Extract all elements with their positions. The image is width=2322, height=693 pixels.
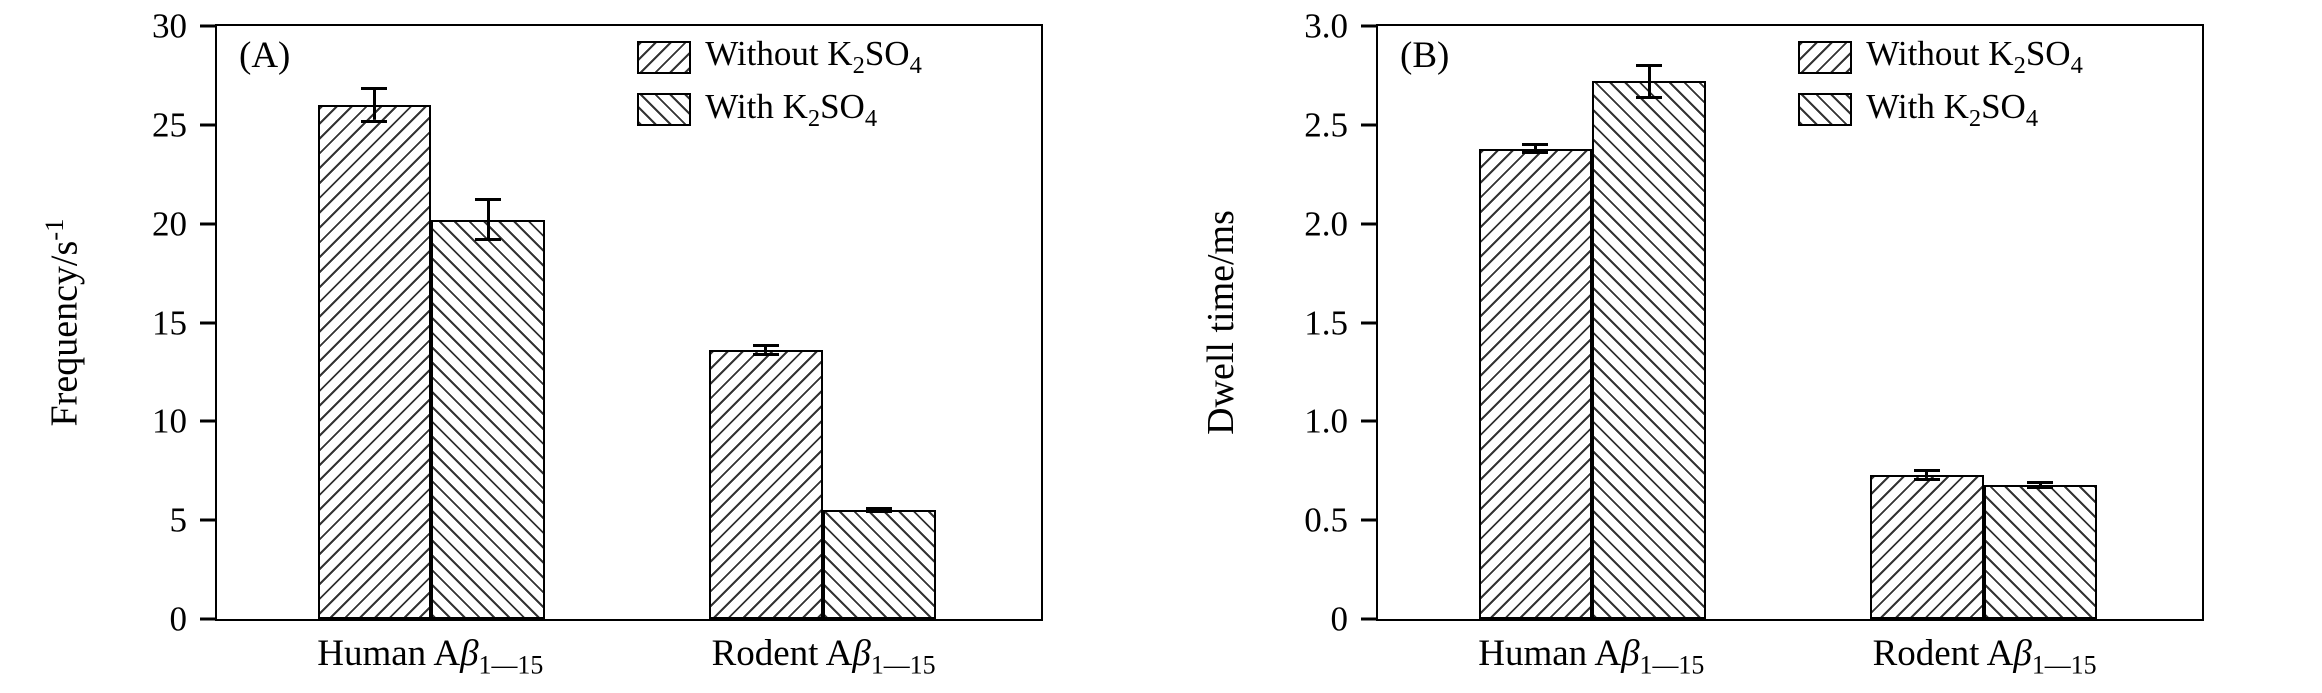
y-tick: [1361, 24, 1376, 28]
legend-item: Without K2SO4: [1798, 36, 2083, 79]
y-tick: [1361, 419, 1376, 423]
bar: [1478, 148, 1593, 619]
legend-item: With K2SO4: [637, 89, 922, 132]
y-tick-label: 0.5: [1304, 500, 1348, 540]
legend-label: With K2SO4: [705, 86, 878, 132]
bar: [317, 105, 432, 619]
legend: Without K2SO4 With K2SO4: [1798, 36, 2083, 131]
y-tick-label: 25: [152, 105, 187, 145]
y-tick-label: 5: [169, 500, 188, 540]
plot-area: (B) 0 0.5 1.0 1.5 2.0 2.5 3.0 Without K2SO4 With …: [1304, 9, 2204, 637]
legend-item: With K2SO4: [1798, 89, 2083, 132]
bar: [1592, 81, 1706, 619]
legend-swatch-forward-hatch-icon: [1798, 40, 1853, 74]
y-tick: [200, 222, 215, 226]
bar: [1983, 484, 2098, 619]
legend-swatch-forward-hatch-icon: [637, 40, 692, 74]
plot-area: (A) 0 5 10 15 20 25 30 Without K2SO4 With K2SO4: [152, 9, 1043, 637]
error-bar: [1913, 468, 1940, 481]
legend-label: With K2SO4: [1866, 86, 2039, 132]
chart-panel: Frequency/s-1 (A) 0 5 10 15 20 25 30 Without K2SO…: [39, 9, 1043, 693]
legend-item: Without K2SO4: [637, 36, 922, 79]
legend-label: Without K2SO4: [1866, 34, 2083, 79]
y-tick-label: 3.0: [1304, 6, 1348, 46]
bar: [1869, 474, 1984, 619]
error-bar: [475, 197, 502, 242]
bar: [431, 219, 545, 619]
legend: Without K2SO4 With K2SO4: [637, 36, 922, 131]
y-tick: [200, 123, 215, 127]
chart-panel: Dwell time/ms (B) 0 0.5 1.0 1.5 2.0 2.5 3.0 Witho…: [1161, 0, 2322, 693]
x-category-label: Human Aβ1—15: [317, 633, 544, 680]
y-tick: [200, 419, 215, 423]
y-tick: [200, 617, 215, 621]
legend-swatch-backward-hatch-icon: [637, 93, 692, 127]
y-tick-label: 0: [1330, 599, 1349, 639]
x-category-label: Human Aβ1—15: [1478, 633, 1705, 680]
y-tick-label: 2.5: [1304, 105, 1348, 145]
legend-label: Without K2SO4: [705, 34, 922, 79]
y-tick: [1361, 617, 1376, 621]
y-tick: [1361, 518, 1376, 522]
legend-swatch-backward-hatch-icon: [1798, 93, 1853, 127]
y-tick: [200, 518, 215, 522]
error-bar: [752, 344, 779, 357]
y-tick-label: 15: [152, 303, 187, 342]
error-bar: [2027, 480, 2054, 489]
panel-label: (B): [1400, 35, 1450, 76]
y-tick-label: 30: [152, 6, 187, 46]
error-bar: [361, 87, 388, 123]
y-tick: [1361, 222, 1376, 226]
y-tick-label: 1.0: [1304, 401, 1348, 441]
x-category-label: Rodent Aβ1—15: [711, 633, 936, 680]
y-tick-label: 20: [152, 204, 187, 244]
bar: [822, 510, 937, 619]
panel-label: (A): [239, 35, 291, 76]
y-tick-label: 1.5: [1304, 303, 1348, 342]
y-tick: [200, 321, 215, 324]
error-bar: [866, 507, 893, 514]
y-tick: [1361, 321, 1376, 324]
x-axis-labels: Human Aβ1—15 Rodent Aβ1—15: [1376, 625, 2204, 693]
x-axis-labels: Human Aβ1—15 Rodent Aβ1—15: [215, 625, 1043, 693]
y-tick: [200, 24, 215, 28]
y-tick: [1361, 123, 1376, 127]
error-bar: [1636, 63, 1663, 100]
error-bar: [1522, 142, 1549, 155]
y-tick-label: 0: [169, 599, 188, 639]
bar: [708, 350, 823, 619]
y-tick-label: 2.0: [1304, 204, 1348, 244]
y-tick-label: 10: [152, 401, 187, 441]
x-category-label: Rodent Aβ1—15: [1872, 633, 2097, 680]
